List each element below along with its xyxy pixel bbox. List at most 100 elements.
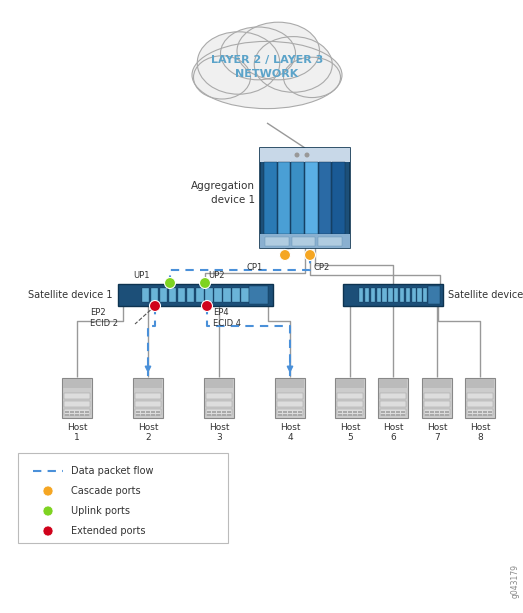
FancyBboxPatch shape xyxy=(283,414,287,416)
Ellipse shape xyxy=(221,27,295,80)
FancyBboxPatch shape xyxy=(430,414,434,416)
FancyBboxPatch shape xyxy=(217,411,221,413)
Circle shape xyxy=(304,153,310,158)
FancyBboxPatch shape xyxy=(335,378,365,418)
FancyBboxPatch shape xyxy=(412,288,416,302)
Circle shape xyxy=(165,278,176,289)
FancyBboxPatch shape xyxy=(80,414,84,416)
FancyBboxPatch shape xyxy=(319,162,332,234)
FancyBboxPatch shape xyxy=(371,288,375,302)
Text: Data packet flow: Data packet flow xyxy=(71,466,153,476)
FancyBboxPatch shape xyxy=(80,411,84,413)
FancyBboxPatch shape xyxy=(70,414,74,416)
Text: g043179: g043179 xyxy=(510,564,519,598)
FancyBboxPatch shape xyxy=(241,288,249,302)
FancyBboxPatch shape xyxy=(64,401,90,407)
FancyBboxPatch shape xyxy=(146,411,150,413)
FancyBboxPatch shape xyxy=(151,414,154,416)
FancyBboxPatch shape xyxy=(277,393,303,399)
FancyBboxPatch shape xyxy=(425,411,428,413)
FancyBboxPatch shape xyxy=(205,379,233,388)
Ellipse shape xyxy=(237,22,320,80)
FancyBboxPatch shape xyxy=(332,162,345,234)
FancyBboxPatch shape xyxy=(135,409,161,415)
Circle shape xyxy=(43,526,53,536)
FancyBboxPatch shape xyxy=(217,414,221,416)
Circle shape xyxy=(199,278,210,289)
Text: CP1: CP1 xyxy=(247,263,263,272)
FancyBboxPatch shape xyxy=(386,411,390,413)
FancyBboxPatch shape xyxy=(204,378,234,418)
FancyBboxPatch shape xyxy=(275,378,305,418)
FancyBboxPatch shape xyxy=(465,378,495,418)
FancyBboxPatch shape xyxy=(478,411,482,413)
Text: Aggregation
device 1: Aggregation device 1 xyxy=(191,181,255,205)
FancyBboxPatch shape xyxy=(260,148,350,248)
FancyBboxPatch shape xyxy=(232,288,240,302)
FancyBboxPatch shape xyxy=(214,288,222,302)
FancyBboxPatch shape xyxy=(483,414,486,416)
FancyBboxPatch shape xyxy=(70,411,74,413)
FancyBboxPatch shape xyxy=(62,378,92,418)
FancyBboxPatch shape xyxy=(206,409,232,415)
Circle shape xyxy=(304,249,315,261)
FancyBboxPatch shape xyxy=(468,411,472,413)
FancyBboxPatch shape xyxy=(353,411,357,413)
FancyBboxPatch shape xyxy=(391,411,394,413)
FancyBboxPatch shape xyxy=(430,411,434,413)
FancyBboxPatch shape xyxy=(423,379,451,388)
Text: Uplink ports: Uplink ports xyxy=(71,506,130,516)
FancyBboxPatch shape xyxy=(222,414,225,416)
FancyBboxPatch shape xyxy=(278,414,281,416)
FancyBboxPatch shape xyxy=(75,414,78,416)
FancyBboxPatch shape xyxy=(196,288,203,302)
FancyBboxPatch shape xyxy=(136,411,140,413)
FancyBboxPatch shape xyxy=(338,414,342,416)
FancyBboxPatch shape xyxy=(260,234,350,248)
FancyBboxPatch shape xyxy=(65,411,69,413)
FancyBboxPatch shape xyxy=(467,401,493,407)
FancyBboxPatch shape xyxy=(337,401,363,407)
Text: Satellite device 1: Satellite device 1 xyxy=(28,290,112,300)
FancyBboxPatch shape xyxy=(381,411,384,413)
FancyBboxPatch shape xyxy=(178,288,186,302)
FancyBboxPatch shape xyxy=(380,409,406,415)
FancyBboxPatch shape xyxy=(151,411,154,413)
FancyBboxPatch shape xyxy=(424,401,450,407)
FancyBboxPatch shape xyxy=(276,379,304,388)
FancyBboxPatch shape xyxy=(337,393,363,399)
Text: Host
8: Host 8 xyxy=(470,423,490,443)
FancyBboxPatch shape xyxy=(319,237,342,246)
FancyBboxPatch shape xyxy=(467,393,493,399)
FancyBboxPatch shape xyxy=(422,378,452,418)
Circle shape xyxy=(150,300,161,311)
Circle shape xyxy=(43,506,53,516)
FancyBboxPatch shape xyxy=(466,379,494,388)
FancyBboxPatch shape xyxy=(151,288,158,302)
FancyBboxPatch shape xyxy=(343,284,443,306)
FancyBboxPatch shape xyxy=(135,393,161,399)
FancyBboxPatch shape xyxy=(378,378,408,418)
FancyBboxPatch shape xyxy=(264,162,277,234)
FancyBboxPatch shape xyxy=(85,414,88,416)
FancyBboxPatch shape xyxy=(223,288,231,302)
Text: Satellite device 2: Satellite device 2 xyxy=(448,290,523,300)
FancyBboxPatch shape xyxy=(141,414,144,416)
FancyBboxPatch shape xyxy=(425,414,428,416)
FancyBboxPatch shape xyxy=(365,288,369,302)
Ellipse shape xyxy=(283,57,340,97)
FancyBboxPatch shape xyxy=(212,411,215,413)
FancyBboxPatch shape xyxy=(227,411,231,413)
FancyBboxPatch shape xyxy=(359,288,363,302)
FancyBboxPatch shape xyxy=(206,393,232,399)
FancyBboxPatch shape xyxy=(337,409,363,415)
FancyBboxPatch shape xyxy=(473,414,476,416)
FancyBboxPatch shape xyxy=(278,162,290,234)
FancyBboxPatch shape xyxy=(222,411,225,413)
FancyBboxPatch shape xyxy=(401,414,404,416)
FancyBboxPatch shape xyxy=(75,411,78,413)
FancyBboxPatch shape xyxy=(381,414,384,416)
FancyBboxPatch shape xyxy=(136,414,140,416)
FancyBboxPatch shape xyxy=(146,414,150,416)
FancyBboxPatch shape xyxy=(260,148,350,162)
